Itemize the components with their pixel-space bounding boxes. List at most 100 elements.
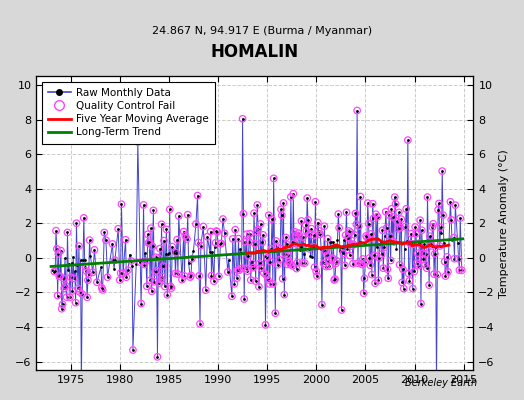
Point	[316, 231, 324, 238]
Point	[355, 223, 363, 230]
Point	[215, 273, 223, 280]
Point	[68, 260, 76, 266]
Point	[457, 267, 466, 274]
Point	[181, 233, 190, 239]
Point	[211, 240, 220, 246]
Point	[334, 211, 343, 217]
Point	[71, 300, 80, 306]
Point	[446, 198, 455, 205]
Point	[171, 270, 180, 277]
Point	[329, 239, 337, 246]
Point	[454, 256, 463, 262]
Point	[414, 262, 423, 269]
Point	[161, 250, 170, 257]
Point	[381, 233, 389, 240]
Point	[224, 269, 232, 275]
Point	[159, 263, 167, 269]
Point	[228, 293, 236, 300]
Point	[318, 302, 326, 308]
Point	[368, 200, 377, 207]
Point	[57, 248, 65, 254]
Legend: Raw Monthly Data, Quality Control Fail, Five Year Moving Average, Long-Term Tren: Raw Monthly Data, Quality Control Fail, …	[41, 82, 215, 144]
Point	[396, 262, 404, 268]
Point	[436, 224, 445, 230]
Point	[317, 246, 325, 252]
Point	[297, 244, 305, 250]
Point	[152, 268, 161, 274]
Point	[423, 194, 432, 200]
Point	[328, 256, 336, 262]
Point	[110, 266, 118, 272]
Point	[374, 277, 383, 284]
Point	[374, 277, 383, 284]
Point	[127, 258, 136, 264]
Point	[289, 190, 298, 197]
Point	[178, 276, 186, 283]
Point	[377, 238, 385, 244]
Point	[389, 214, 397, 220]
Point	[148, 243, 157, 250]
Point	[383, 225, 391, 231]
Point	[335, 225, 343, 231]
Point	[85, 237, 94, 243]
Point	[276, 245, 285, 252]
Point	[148, 243, 157, 250]
Point	[278, 212, 286, 218]
Point	[322, 263, 330, 270]
Point	[257, 265, 266, 272]
Point	[410, 268, 419, 274]
Point	[301, 260, 309, 266]
Point	[194, 239, 203, 246]
Point	[163, 292, 171, 298]
Point	[327, 239, 335, 245]
Point	[89, 269, 97, 276]
Point	[450, 256, 458, 262]
Point	[272, 238, 280, 244]
Point	[86, 253, 94, 259]
Point	[432, 382, 441, 388]
Point	[433, 271, 442, 278]
Point	[390, 239, 398, 245]
Point	[270, 248, 279, 254]
Point	[267, 246, 276, 252]
Point	[174, 271, 182, 277]
Point	[298, 260, 307, 266]
Point	[161, 283, 169, 290]
Point	[413, 260, 421, 266]
Point	[286, 260, 294, 267]
Point	[147, 225, 155, 232]
Point	[309, 244, 317, 250]
Point	[310, 232, 318, 239]
Point	[424, 237, 432, 244]
Point	[349, 260, 357, 267]
Point	[53, 292, 62, 299]
Point	[67, 274, 75, 280]
Point	[199, 223, 208, 230]
Point	[406, 240, 414, 247]
Point	[421, 262, 429, 268]
Point	[269, 175, 278, 182]
Point	[206, 228, 215, 235]
Point	[447, 217, 455, 223]
Point	[154, 354, 162, 360]
Point	[390, 239, 398, 245]
Point	[419, 256, 428, 262]
Point	[256, 260, 264, 266]
Point	[289, 190, 298, 197]
Point	[246, 230, 254, 237]
Point	[322, 263, 330, 270]
Point	[247, 257, 256, 264]
Point	[339, 250, 347, 256]
Point	[169, 248, 177, 255]
Point	[54, 251, 63, 257]
Point	[139, 202, 148, 208]
Point	[166, 206, 174, 212]
Point	[434, 206, 442, 213]
Point	[314, 219, 322, 226]
Point	[418, 250, 427, 257]
Point	[358, 256, 367, 262]
Point	[332, 258, 341, 264]
Point	[356, 193, 365, 200]
Point	[282, 234, 290, 241]
Point	[252, 229, 260, 235]
